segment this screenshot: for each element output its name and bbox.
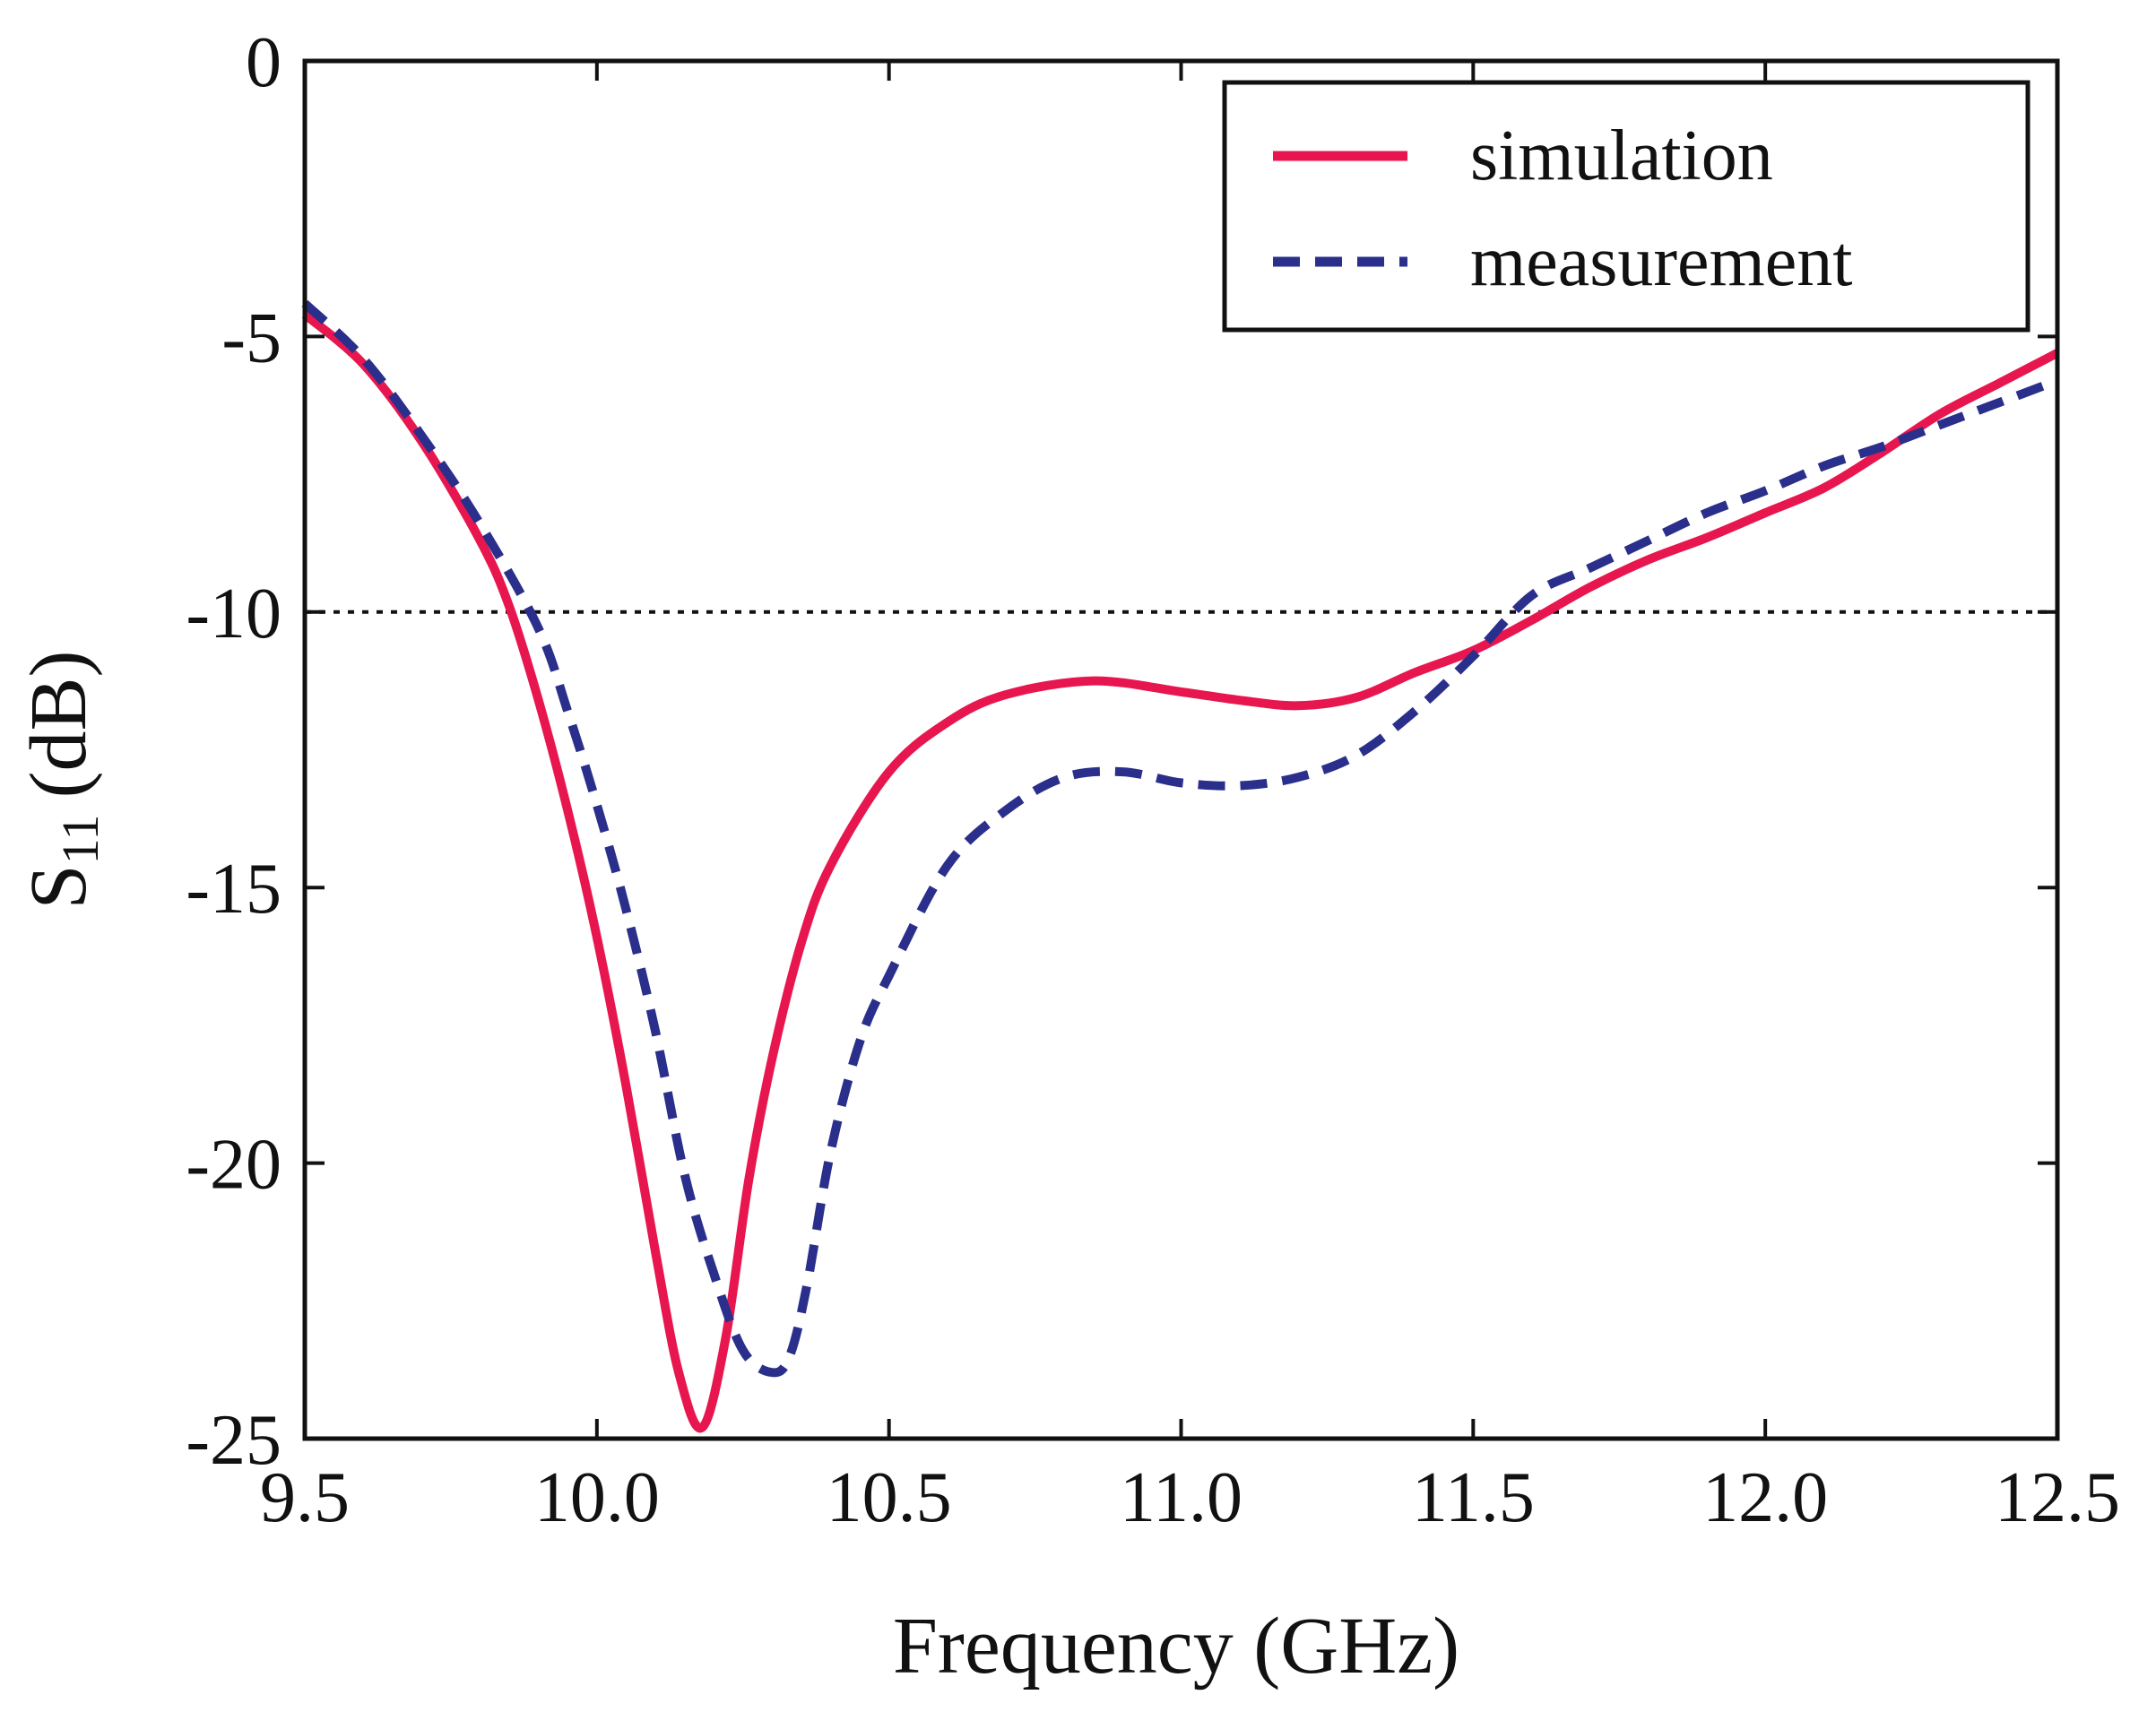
- x-tick-label: 10.0: [534, 1458, 660, 1537]
- x-tick-label: 12.0: [1702, 1458, 1828, 1537]
- legend-label-measurement: measurement: [1470, 222, 1852, 301]
- x-tick-label: 10.5: [827, 1458, 952, 1537]
- y-tick-label: -15: [186, 850, 281, 929]
- x-tick-label: 12.5: [1995, 1458, 2120, 1537]
- y-axis-title: S11 (dB): [14, 651, 109, 910]
- x-tick-label: 11.5: [1412, 1458, 1535, 1537]
- legend-box: [1222, 80, 2030, 333]
- y-tick-label: -20: [186, 1126, 281, 1205]
- x-tick-label: 9.5: [260, 1458, 350, 1537]
- series-layer: [301, 299, 2060, 1433]
- ticks-layer: 9.5 10.0 10.5 11.0 11.5 12.0 12.5 0 -5 -10 -15 -20 -…: [186, 23, 2120, 1537]
- series-line-simulation: [301, 310, 2060, 1433]
- y-axis-title-unit: (dB): [14, 651, 103, 799]
- y-axis-title-main: S: [14, 864, 103, 909]
- y-axis-title-subscript: 11: [51, 815, 109, 865]
- y-tick-label: 0: [246, 23, 281, 102]
- y-tick-label: -10: [186, 575, 281, 653]
- legend: simulation measurement: [1222, 80, 2030, 333]
- y-tick-label: -25: [186, 1401, 281, 1480]
- legend-label-simulation: simulation: [1470, 117, 1773, 195]
- series-line-measurement: [301, 299, 2059, 1378]
- x-axis-title: Frequency (GHz): [893, 1602, 1459, 1690]
- y-tick-label: -5: [221, 298, 281, 377]
- x-tick-label: 11.0: [1120, 1458, 1243, 1537]
